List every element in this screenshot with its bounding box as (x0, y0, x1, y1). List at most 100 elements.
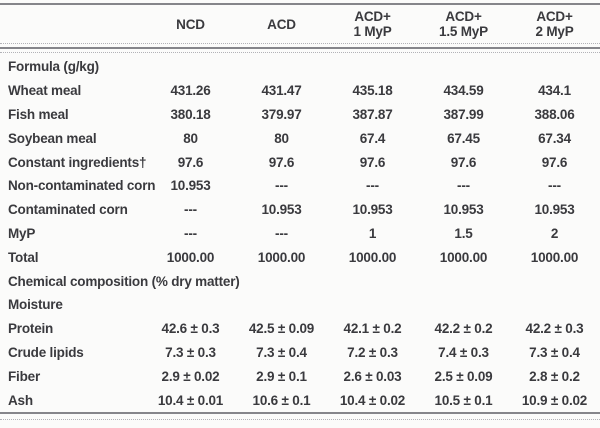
cell-value: 2.6 ± 0.03 (343, 368, 402, 384)
table-row-ash: Ash 10.4 ± 0.01 10.6 ± 0.1 10.4 ± 0.02 1… (0, 388, 600, 412)
cell-value: 379.97 (261, 106, 302, 122)
column-header-label: 1 MyP (353, 24, 392, 39)
cell-value: 10.9 ± 0.02 (521, 392, 588, 408)
cell-value: 434.59 (443, 83, 484, 99)
cell-value: 97.6 (450, 154, 477, 170)
column-header-acd-2myp: ACD+ 2 MyP (509, 5, 600, 43)
cell-value: 67.4 (359, 130, 386, 146)
cell-value: 1000.00 (530, 249, 579, 265)
row-label: Contaminated corn (8, 202, 128, 218)
table-row-section-chemical-composition: Chemical composition (% dry matter) (0, 269, 600, 293)
header-dotted-rule-top (0, 43, 600, 44)
cell-value: 7.3 ± 0.4 (529, 344, 580, 360)
cell-value: 10.6 ± 0.1 (252, 392, 311, 408)
cell-value: 2.9 ± 0.02 (161, 368, 220, 384)
row-label: Total (8, 249, 39, 265)
table-top-rule (0, 3, 600, 5)
row-label: Chemical composition (% dry matter) (8, 273, 240, 289)
cell-value: 2.9 ± 0.1 (256, 368, 307, 384)
table-row-protein: Protein 42.6 ± 0.3 42.5 ± 0.09 42.1 ± 0.… (0, 317, 600, 341)
cell-value: 7.3 ± 0.3 (165, 344, 216, 360)
table-row-contaminated-corn: Contaminated corn --- 10.953 10.953 10.9… (0, 198, 600, 222)
cell-value: 97.6 (177, 154, 204, 170)
table-row-constant-ingredients: Constant ingredients† 97.6 97.6 97.6 97.… (0, 150, 600, 174)
cell-value: --- (184, 225, 197, 241)
table-row-fish-meal: Fish meal 380.18 379.97 387.87 387.99 38… (0, 103, 600, 127)
row-label: Ash (8, 392, 33, 408)
header-spacer (0, 5, 145, 43)
column-header-label: ACD+ (536, 9, 573, 24)
cell-value: 97.6 (541, 154, 568, 170)
table-row-crude-lipids: Crude lipids 7.3 ± 0.3 7.3 ± 0.4 7.2 ± 0… (0, 341, 600, 365)
table-row-moisture: Moisture (0, 293, 600, 317)
cell-value: 1 (368, 225, 377, 241)
row-label: Fish meal (8, 106, 69, 122)
cell-value: 10.5 ± 0.1 (434, 392, 493, 408)
cell-value: 434.1 (538, 83, 571, 99)
column-header-acd-1-5myp: ACD+ 1.5 MyP (418, 5, 509, 43)
cell-value: 2.8 ± 0.2 (529, 368, 580, 384)
cell-value: 10.953 (352, 202, 393, 218)
cell-value: 387.87 (352, 106, 393, 122)
column-header-label: NCD (176, 16, 205, 32)
row-label: Non-contaminated corn (8, 178, 156, 194)
column-header-label: 1.5 MyP (439, 24, 488, 39)
row-label: Protein (8, 321, 54, 337)
cell-value: 80 (183, 130, 198, 146)
cell-value: 1000.00 (166, 249, 215, 265)
cell-value: 10.4 ± 0.02 (339, 392, 406, 408)
table-row-myp: MyP --- --- 1 1.5 2 (0, 222, 600, 246)
cell-value: 42.2 ± 0.3 (525, 321, 584, 337)
row-label: Moisture (8, 297, 63, 313)
row-label: MyP (8, 225, 36, 241)
cell-value: --- (184, 202, 197, 218)
table-row-section-formula: Formula (g/kg) (0, 55, 600, 79)
column-header-acd: ACD (236, 5, 327, 43)
row-label: Crude lipids (8, 344, 84, 360)
cell-value: --- (275, 225, 288, 241)
table-row-non-contaminated-corn: Non-contaminated corn 10.953 --- --- ---… (0, 174, 600, 198)
cell-value: 387.99 (443, 106, 484, 122)
cell-value: 431.47 (261, 83, 302, 99)
cell-value: 7.2 ± 0.3 (347, 344, 398, 360)
row-label: Wheat meal (8, 83, 82, 99)
table-row-soybean-meal: Soybean meal 80 80 67.4 67.45 67.34 (0, 126, 600, 150)
cell-value: 67.34 (538, 130, 571, 146)
cell-value: 2.5 ± 0.09 (434, 368, 493, 384)
cell-value: 10.953 (170, 178, 211, 194)
cell-value: 10.953 (443, 202, 484, 218)
column-header-label: ACD (267, 16, 296, 32)
cell-value: 97.6 (359, 154, 386, 170)
header-dotted-rule-bottom (0, 52, 600, 53)
cell-value: 42.5 ± 0.09 (248, 321, 315, 337)
cell-value: --- (366, 178, 379, 194)
cell-value: 1000.00 (348, 249, 397, 265)
column-header-acd-1myp: ACD+ 1 MyP (327, 5, 418, 43)
cell-value: 42.2 ± 0.2 (434, 321, 493, 337)
cell-value: 380.18 (170, 106, 211, 122)
row-label: Formula (g/kg) (8, 59, 99, 75)
header-solid-rule (0, 47, 600, 49)
cell-value: 97.6 (268, 154, 295, 170)
cell-value: 42.1 ± 0.2 (343, 321, 402, 337)
column-header-label: ACD+ (445, 9, 482, 24)
column-header-label: 2 MyP (535, 24, 574, 39)
cell-value: 7.4 ± 0.3 (438, 344, 489, 360)
cell-value: 10.4 ± 0.01 (157, 392, 224, 408)
cell-value: --- (548, 178, 561, 194)
cell-value: 10.953 (534, 202, 575, 218)
cell-value: 431.26 (170, 83, 211, 99)
cell-value: 1.5 (454, 225, 473, 241)
cell-value: 7.3 ± 0.4 (256, 344, 307, 360)
cell-value: 10.953 (261, 202, 302, 218)
table-body: Formula (g/kg) Wheat meal 431.26 431.47 … (0, 55, 600, 412)
table-row-fiber: Fiber 2.9 ± 0.02 2.9 ± 0.1 2.6 ± 0.03 2.… (0, 364, 600, 388)
column-header-ncd: NCD (145, 5, 236, 43)
table-row-wheat-meal: Wheat meal 431.26 431.47 435.18 434.59 4… (0, 79, 600, 103)
row-label: Fiber (8, 368, 41, 384)
row-label: Constant ingredients† (8, 154, 147, 170)
table-header-row: NCD ACD ACD+ 1 MyP ACD+ 1.5 MyP ACD+ 2 M… (0, 5, 600, 43)
table-row-total: Total 1000.00 1000.00 1000.00 1000.00 10… (0, 245, 600, 269)
column-header-label: ACD+ (354, 9, 391, 24)
